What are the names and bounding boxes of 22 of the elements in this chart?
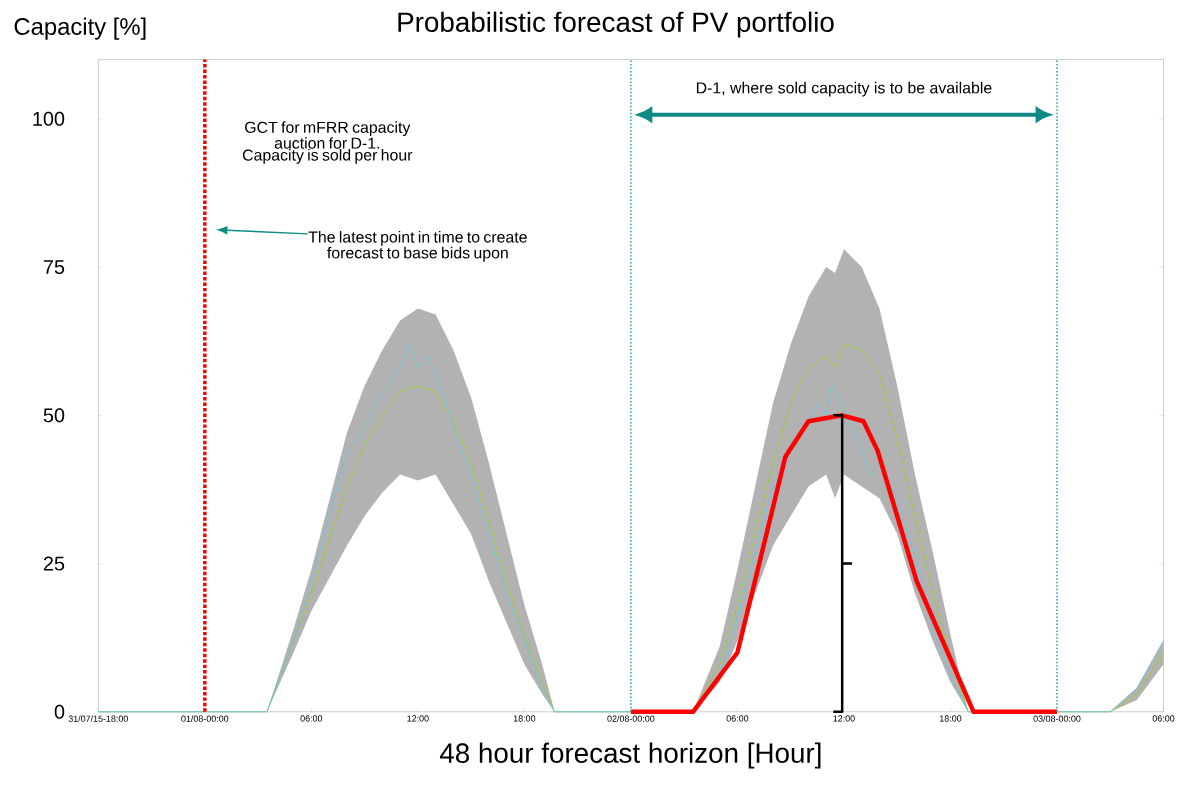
- x-tick-label: 02/08-00:00: [607, 715, 655, 722]
- y-axis-title: Capacity [%]: [14, 17, 146, 40]
- x-tick-label: 18:00: [513, 715, 536, 722]
- chart-title: Probabilistic forecast of PV portfolio: [398, 11, 834, 38]
- x-tick-label: 01/08-00:00: [181, 715, 229, 722]
- x-axis-title: 48 hour forecast horizon [Hour]: [439, 742, 821, 769]
- y-tick-label: 50: [43, 408, 65, 423]
- y-tick-label: 0: [54, 704, 65, 719]
- x-tick-label: 06:00: [726, 715, 749, 722]
- x-tick-label: 06:00: [1152, 715, 1175, 722]
- x-tick-label: 12:00: [407, 715, 429, 722]
- x-tick-label: 31/07/15-18:00: [68, 715, 128, 722]
- y-tick-label: 75: [43, 260, 65, 274]
- x-tick-label: 18:00: [939, 715, 962, 722]
- x-tick-label: 03/08-00:00: [1033, 715, 1081, 722]
- annotation: D-1, where sold capacity is to be available: [696, 81, 992, 97]
- x-tick-label: 06:00: [300, 715, 323, 722]
- ref-line-label: GCT for mFRR capacity auction for D-1. Capacity is sold per hour: [242, 121, 413, 164]
- y-tick-label: 100: [33, 111, 65, 126]
- y-tick-label: 25: [43, 556, 65, 571]
- x-tick-label: 12:00: [833, 715, 855, 722]
- annotation: The latest point in time to create forecast to base bids upon: [308, 230, 527, 262]
